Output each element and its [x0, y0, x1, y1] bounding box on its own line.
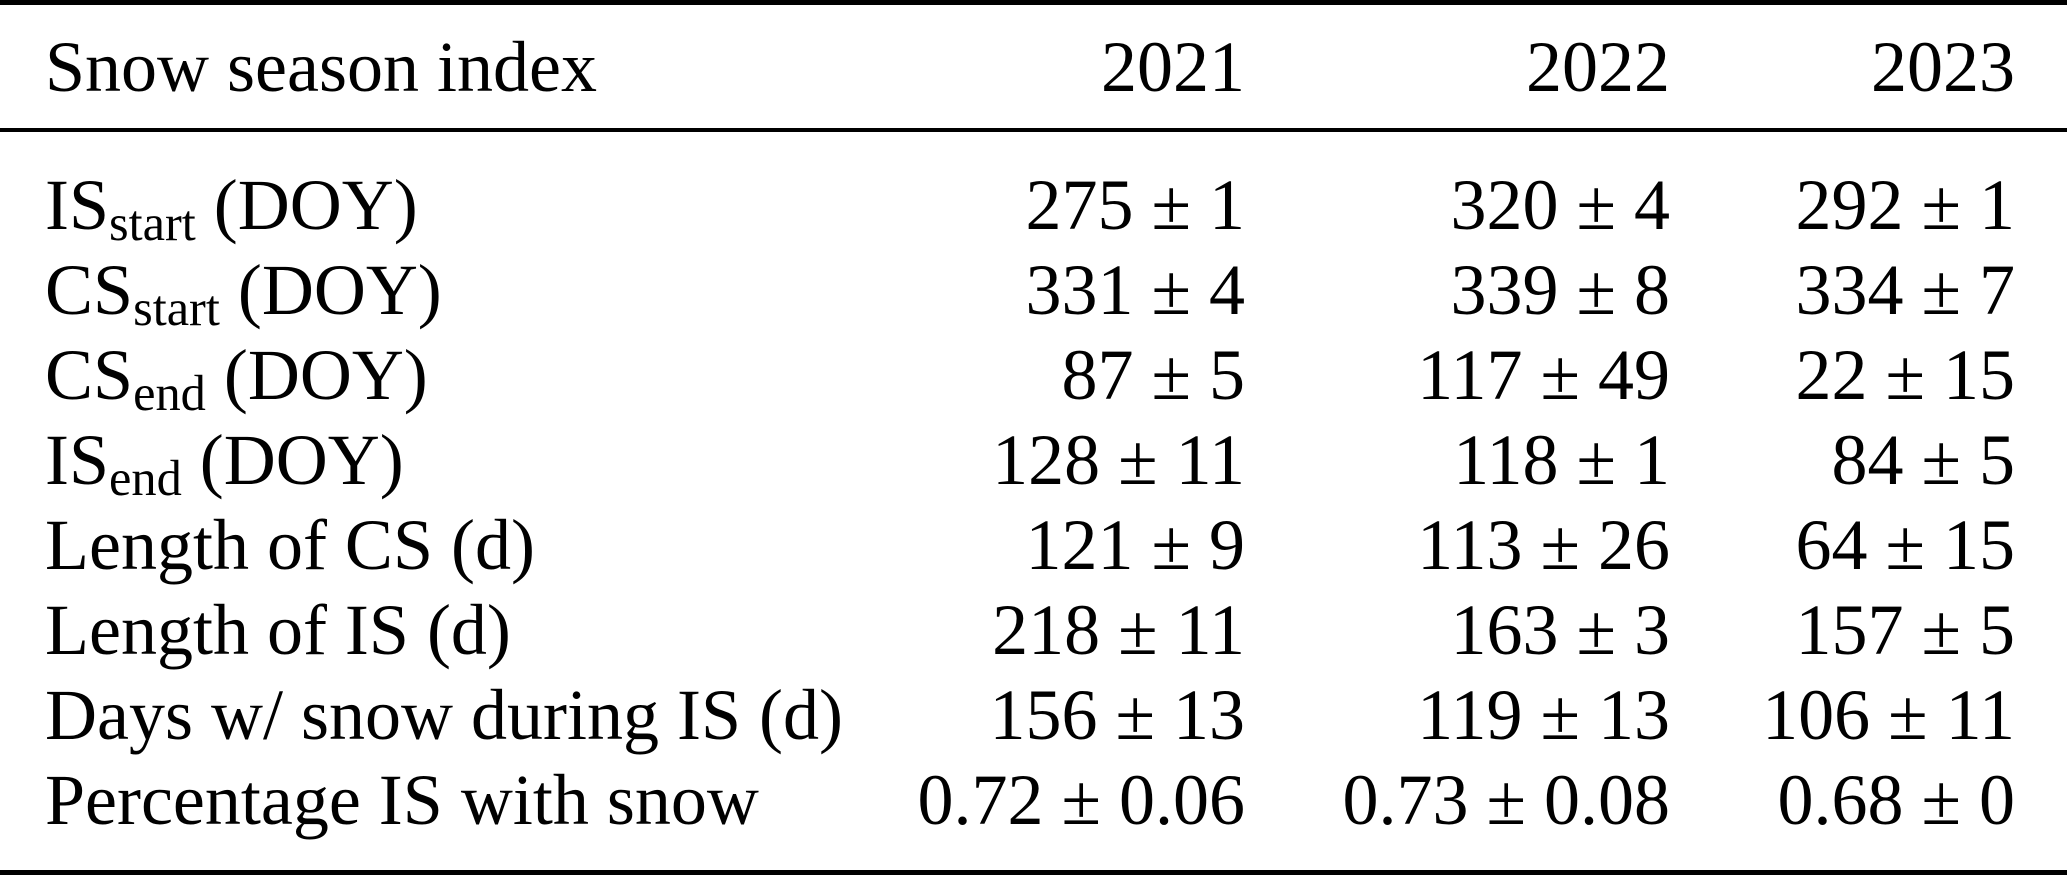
table-row: CSend (DOY) 87 ± 5 117 ± 49 22 ± 15 [0, 332, 2067, 418]
row-label-prefix: Days w/ snow during IS (d) [45, 674, 843, 755]
value-2022: 117 ± 49 [1417, 334, 1670, 415]
row-label-prefix: CS [45, 249, 134, 330]
value-2023: 64 ± 15 [1795, 504, 2015, 585]
value-2023: 334 ± 7 [1795, 249, 2015, 330]
value-2022: 339 ± 8 [1450, 249, 1670, 330]
row-label-subscript: start [133, 279, 220, 336]
value-2021: 156 ± 13 [989, 674, 1245, 755]
header-row: Snow season index 2021 2022 2023 [0, 2, 2067, 130]
value-2022: 0.73 ± 0.08 [1342, 759, 1670, 840]
table-row: ISstart (DOY) 275 ± 1 320 ± 4 292 ± 1 [0, 130, 2067, 248]
value-2023: 84 ± 5 [1831, 419, 2015, 500]
row-label: CSstart (DOY) [0, 247, 860, 333]
table-row: CSstart (DOY) 331 ± 4 339 ± 8 334 ± 7 [0, 247, 2067, 333]
value-2023: 157 ± 5 [1795, 589, 2015, 670]
value-2021: 128 ± 11 [992, 419, 1245, 500]
row-label-prefix: Length of CS (d) [45, 504, 535, 585]
row-label: Days w/ snow during IS (d) [0, 672, 860, 757]
row-label-prefix: Length of IS (d) [45, 589, 511, 670]
header-index-label: Snow season index [45, 26, 597, 107]
table-row: Length of IS (d) 218 ± 11 163 ± 3 157 ± … [0, 587, 2067, 672]
value-2021: 0.72 ± 0.06 [917, 759, 1245, 840]
row-label: CSend (DOY) [0, 332, 860, 418]
header-year-2022: 2022 [1526, 26, 1670, 107]
table-header: Snow season index 2021 2022 2023 [0, 2, 2067, 130]
value-2023: 292 ± 1 [1795, 164, 2015, 245]
row-label-subscript: end [133, 364, 206, 421]
table-row: Percentage IS with snow 0.72 ± 0.06 0.73… [0, 757, 2067, 873]
value-2023: 22 ± 15 [1795, 334, 2015, 415]
row-label: ISstart (DOY) [0, 130, 860, 248]
value-2022: 118 ± 1 [1453, 419, 1670, 500]
row-label-subscript: start [109, 194, 196, 251]
value-2021: 218 ± 11 [992, 589, 1245, 670]
value-2022: 163 ± 3 [1450, 589, 1670, 670]
row-label-suffix: (DOY) [181, 419, 404, 500]
header-year-2021: 2021 [1101, 26, 1245, 107]
row-label-subscript: end [109, 449, 182, 506]
row-label-prefix: IS [45, 419, 110, 500]
table-row: ISend (DOY) 128 ± 11 118 ± 1 84 ± 5 [0, 417, 2067, 503]
value-2022: 119 ± 13 [1417, 674, 1670, 755]
header-year-2023: 2023 [1871, 26, 2015, 107]
value-2023: 0.68 ± 0 [1777, 759, 2015, 840]
value-2021: 331 ± 4 [1025, 249, 1245, 330]
row-label-suffix: (DOY) [205, 334, 428, 415]
value-2021: 275 ± 1 [1025, 164, 1245, 245]
row-label: Length of CS (d) [0, 502, 860, 587]
row-label-suffix: (DOY) [219, 249, 442, 330]
value-2022: 320 ± 4 [1450, 164, 1670, 245]
row-label: Percentage IS with snow [0, 757, 860, 873]
row-label-suffix: (DOY) [195, 164, 418, 245]
row-label-prefix: CS [45, 334, 134, 415]
row-label-prefix: IS [45, 164, 110, 245]
row-label: ISend (DOY) [0, 417, 860, 503]
table-body: ISstart (DOY) 275 ± 1 320 ± 4 292 ± 1 CS… [0, 130, 2067, 873]
row-label-prefix: Percentage IS with snow [45, 759, 759, 840]
value-2021: 87 ± 5 [1061, 334, 1245, 415]
table-row: Days w/ snow during IS (d) 156 ± 13 119 … [0, 672, 2067, 757]
value-2021: 121 ± 9 [1025, 504, 1245, 585]
value-2023: 106 ± 11 [1762, 674, 2015, 755]
value-2022: 113 ± 26 [1417, 504, 1670, 585]
row-label: Length of IS (d) [0, 587, 860, 672]
table-row: Length of CS (d) 121 ± 9 113 ± 26 64 ± 1… [0, 502, 2067, 587]
